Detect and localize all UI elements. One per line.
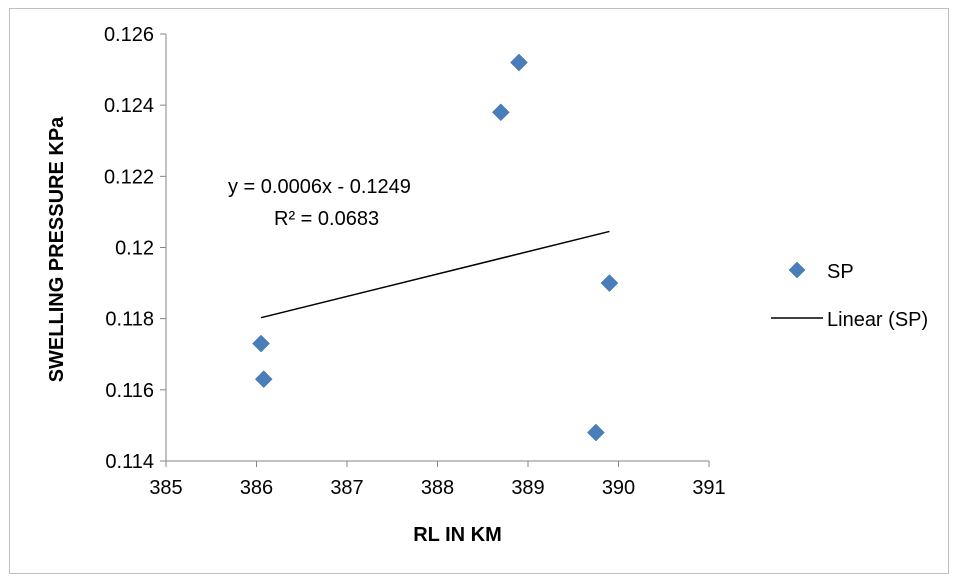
data-point: [252, 334, 270, 353]
x-tick-label: 389: [511, 477, 544, 499]
axes: [165, 34, 709, 462]
legend-label-sp: SP: [827, 261, 854, 283]
x-tick-label: 385: [149, 477, 182, 499]
data-points: [252, 53, 619, 442]
data-point: [491, 103, 510, 122]
y-tick-label: 0.114: [105, 451, 154, 473]
legend-marker-sp: [788, 261, 806, 279]
y-tick-label: 0.126: [104, 24, 154, 46]
y-tick-label: 0.116: [105, 380, 154, 402]
y-axis-title: SWELLING PRESSURE KPa: [46, 116, 68, 382]
y-ticks: 0.114 0.116 0.118 0.12 0.122 0.124 0.126: [104, 24, 166, 473]
y-tick-label: 0.122: [104, 166, 154, 188]
x-tick-label: 390: [602, 477, 635, 499]
trendline-equation: y = 0.0006x - 0.1249: [228, 176, 411, 198]
x-ticks: 385 386 387 388 389 390 391: [149, 461, 726, 499]
chart-frame: [9, 8, 949, 574]
x-axis-title: RL IN KM: [413, 524, 502, 546]
legend-label-linear: Linear (SP): [827, 309, 928, 331]
trendline-r-squared: R² = 0.0683: [274, 208, 379, 230]
data-point: [587, 423, 605, 442]
y-tick-label: 0.12: [115, 238, 154, 260]
y-tick-label: 0.124: [104, 95, 154, 117]
trendline-group: [260, 230, 610, 319]
x-tick-label: 391: [692, 477, 725, 499]
x-tick-label: 388: [421, 477, 454, 499]
data-point: [600, 274, 619, 292]
x-tick-label: 387: [330, 477, 363, 499]
legend: SP Linear (SP): [771, 261, 928, 331]
data-point: [254, 370, 273, 389]
trendline: [260, 230, 610, 319]
data-point: [510, 53, 528, 72]
x-tick-label: 386: [240, 477, 273, 499]
y-tick-label: 0.118: [105, 309, 154, 331]
